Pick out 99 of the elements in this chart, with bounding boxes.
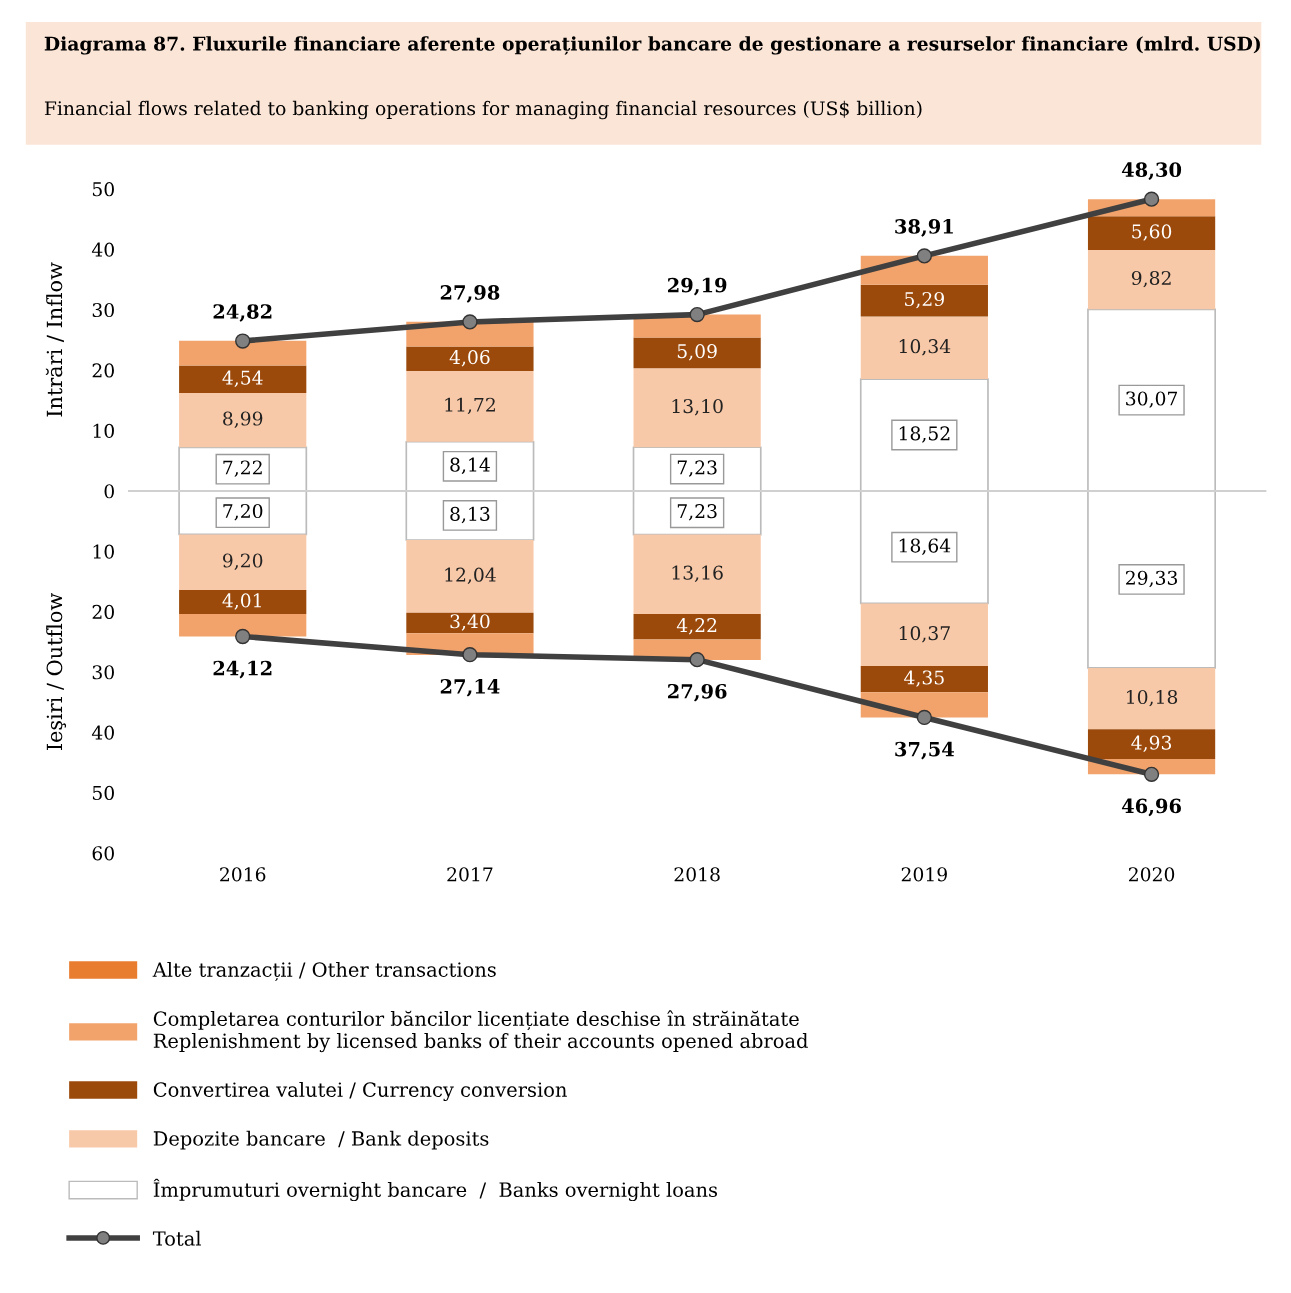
bar xyxy=(860,603,988,666)
data-label: 18,64 xyxy=(899,538,951,555)
data-label: 4,35 xyxy=(904,670,944,687)
point xyxy=(462,314,478,330)
y-tick-label: 50 xyxy=(92,785,114,801)
point xyxy=(916,709,932,726)
legend-label: Total xyxy=(152,1230,201,1246)
y-tick-label: 30 xyxy=(92,665,114,680)
y-tick-label: 10 xyxy=(93,423,114,438)
data-label: 13,10 xyxy=(672,398,723,416)
data-label: 7,23 xyxy=(677,460,717,477)
point xyxy=(1143,766,1160,782)
chart-subtitle: Financial flows related to banking operations for managing financial resources (US$ billion) xyxy=(44,100,922,120)
data-label: 9,82 xyxy=(1131,270,1171,288)
data-label: 5,60 xyxy=(1132,224,1172,241)
point xyxy=(1143,191,1160,207)
data-label: 4,22 xyxy=(676,617,717,635)
legend-label: Împrumuturi overnight bancare / Banks overnight loans xyxy=(153,1178,718,1202)
point xyxy=(235,628,251,645)
point xyxy=(462,647,478,663)
data-label: 7,23 xyxy=(677,504,717,521)
y-tick-label: 20 xyxy=(92,363,114,378)
bar xyxy=(179,614,307,637)
bar xyxy=(179,534,307,590)
data-label: 29,33 xyxy=(1126,570,1178,588)
data-label: 5,09 xyxy=(677,344,717,361)
x-tick-label: 2017 xyxy=(447,867,493,882)
data-label: 8,13 xyxy=(450,506,490,524)
bar xyxy=(406,346,534,371)
bar xyxy=(1087,216,1216,250)
data-label: 11,72 xyxy=(445,397,495,415)
bar xyxy=(1087,667,1216,730)
bar xyxy=(406,540,534,613)
data-label: 24,12 xyxy=(213,660,272,679)
point xyxy=(235,333,251,349)
point xyxy=(689,306,705,323)
data-label: 10,37 xyxy=(899,625,950,643)
bar xyxy=(1087,249,1216,310)
data-label: 24,82 xyxy=(213,304,272,322)
bar xyxy=(633,337,761,369)
bar xyxy=(1087,729,1216,760)
data-label: 7,20 xyxy=(223,503,263,521)
bar xyxy=(633,534,761,614)
bar xyxy=(633,613,761,640)
legend-label: Alte tranzacții / Other transactions xyxy=(152,961,496,982)
data-label: 48,30 xyxy=(1121,162,1182,180)
y-tick-label: 20 xyxy=(92,604,114,620)
data-label: 38,91 xyxy=(895,219,953,237)
data-label: 5,29 xyxy=(905,291,944,309)
bar xyxy=(179,589,307,615)
y-tick-label: 30 xyxy=(92,302,114,318)
data-label: 29,19 xyxy=(668,277,727,296)
x-tick-label: 2016 xyxy=(220,867,266,882)
x-tick-label: 2018 xyxy=(674,867,720,882)
data-label: 18,52 xyxy=(899,426,950,443)
y-tick-label: 40 xyxy=(91,725,114,740)
data-label: 46,96 xyxy=(1121,798,1181,817)
bar xyxy=(179,340,307,366)
legend-label: Completarea conturilor băncilor licențiate deschise în străinătate Replenishment by licensed banks of their accounts opened abroad xyxy=(153,1010,808,1053)
x-tick-label: 2020 xyxy=(1128,867,1175,882)
data-label: 4,01 xyxy=(222,593,261,610)
point xyxy=(916,248,932,264)
y-tick-label: 50 xyxy=(92,182,114,197)
y-tick-label: 0 xyxy=(104,484,114,499)
data-label: 9,20 xyxy=(223,553,263,570)
data-label: 8,99 xyxy=(223,411,263,428)
y-axis-title: Ieşiri / Outflow xyxy=(46,593,67,751)
data-label: 13,16 xyxy=(672,565,723,583)
y-axis-title: Intrări / Inflow xyxy=(45,262,64,417)
bar xyxy=(860,666,988,693)
y-tick-label: 10 xyxy=(93,544,114,559)
data-label: 3,40 xyxy=(450,614,490,631)
data-label: 27,96 xyxy=(668,683,727,702)
data-label: 37,54 xyxy=(895,741,954,760)
data-label: 4,54 xyxy=(222,370,263,388)
data-label: 10,34 xyxy=(899,339,951,356)
data-label: 27,98 xyxy=(440,285,500,303)
y-tick-label: 40 xyxy=(91,242,114,257)
data-label: 30,07 xyxy=(1126,391,1178,408)
bar xyxy=(860,284,988,317)
data-label: 4,06 xyxy=(449,349,490,367)
bar xyxy=(406,370,534,442)
data-label: 7,22 xyxy=(223,460,262,477)
x-tick-label: 2019 xyxy=(901,867,947,882)
data-label: 8,14 xyxy=(450,457,490,475)
bar xyxy=(179,393,307,448)
bar xyxy=(179,365,307,394)
data-label: 27,14 xyxy=(440,678,500,697)
data-label: 4,93 xyxy=(1131,735,1172,752)
y-tick-label: 60 xyxy=(92,846,114,861)
legend-label: Depozite bancare / Bank deposits xyxy=(153,1130,489,1150)
bar xyxy=(860,316,988,380)
chart-title: Diagrama 87. Fluxurile financiare aferente operațiunilor bancare de gestionare a resurselor financiare (mlrd. USD) xyxy=(44,36,1260,55)
bar xyxy=(633,368,761,448)
data-label: 12,04 xyxy=(445,567,496,585)
legend-label: Convertirea valutei / Currency conversion xyxy=(153,1081,567,1102)
point xyxy=(689,652,705,668)
bar xyxy=(406,612,534,634)
data-label: 10,18 xyxy=(1127,689,1178,707)
